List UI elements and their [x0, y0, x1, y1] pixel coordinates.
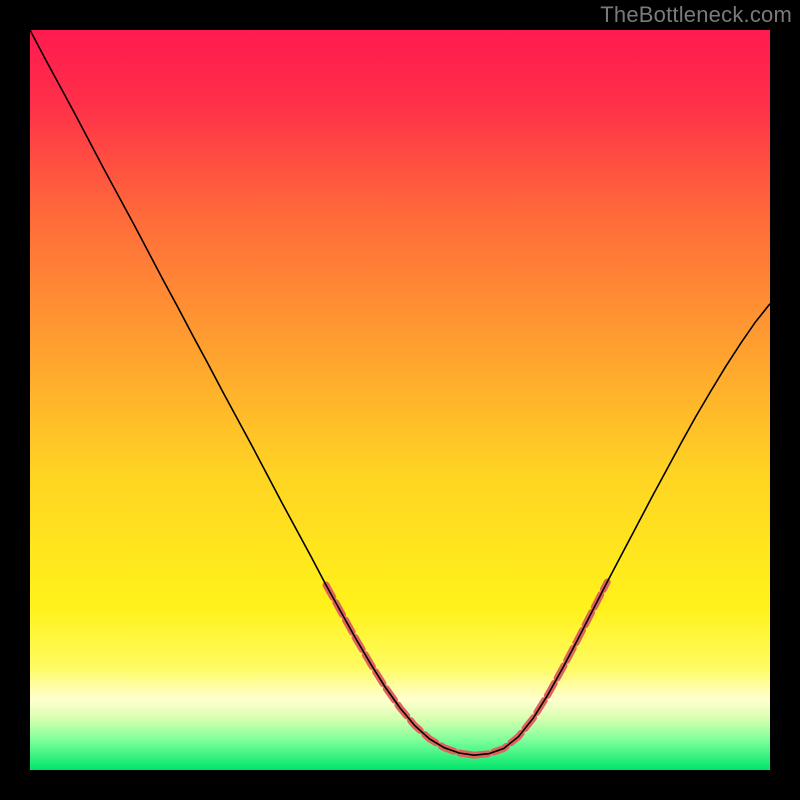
chart-frame: TheBottleneck.com: [0, 0, 800, 800]
bottleneck-chart: [0, 0, 800, 800]
watermark-text: TheBottleneck.com: [600, 2, 792, 28]
plot-background: [30, 30, 770, 770]
